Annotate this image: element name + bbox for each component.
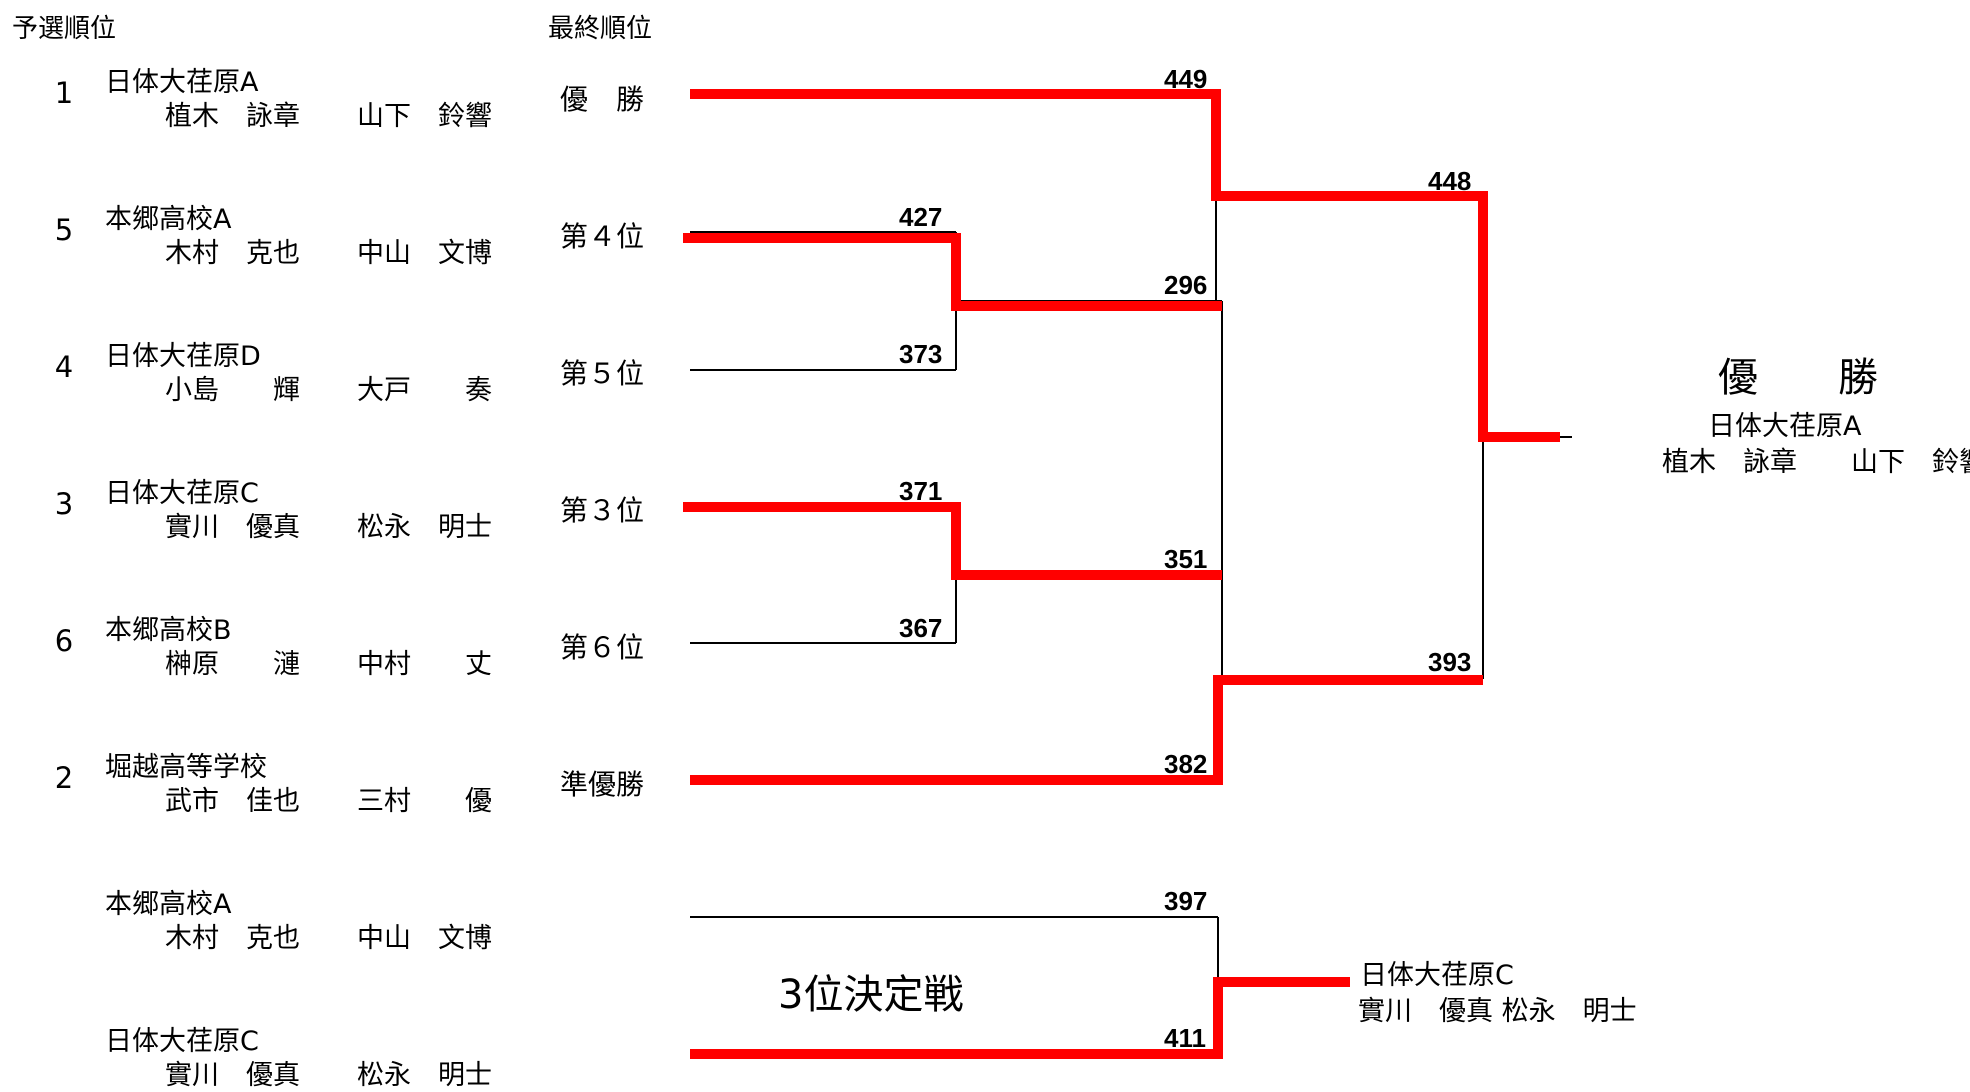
seed-number: 6 <box>54 624 74 658</box>
third-place-team-player-2: 松永 明士 <box>357 1060 492 1091</box>
third-place-team-player-1: 木村 克也 <box>165 923 300 954</box>
third-place-team-player-1: 實川 優真 <box>165 1060 300 1091</box>
champion-title: 優 勝 <box>1718 355 1878 401</box>
prelim-rank-header: 予選順位 <box>12 14 117 44</box>
score-label: 411 <box>1164 1023 1206 1053</box>
third-place-winner-players: 實川 優真 松永 明士 <box>1358 996 1637 1027</box>
champion-players: 植木 詠章 山下 鈴響 <box>1662 447 1970 478</box>
seed-number: 2 <box>54 761 74 795</box>
third-place-team-school: 日体大荏原C <box>105 1026 259 1057</box>
seed-number: 5 <box>54 213 74 247</box>
score-label: 296 <box>1164 270 1208 300</box>
champion-school: 日体大荏原A <box>1708 411 1862 442</box>
team-school: 日体大荏原C <box>105 478 259 509</box>
team-player-1: 實川 優真 <box>165 512 300 543</box>
final-rank-label: 第３位 <box>560 494 645 527</box>
team-school: 本郷高校A <box>105 204 232 235</box>
score-label: 449 <box>1164 64 1208 94</box>
final-rank-label: 第５位 <box>560 357 645 390</box>
final-rank-label: 第４位 <box>560 220 645 253</box>
seed-number: 1 <box>54 76 74 110</box>
score-label: 393 <box>1428 647 1472 677</box>
third-place-title: 3位決定戦 <box>778 972 964 1018</box>
team-player-2: 中村 丈 <box>357 649 492 680</box>
seed-number: 4 <box>54 350 74 384</box>
final-rank-label: 第６位 <box>560 631 645 664</box>
seed-number: 3 <box>54 487 74 521</box>
team-player-1: 小島 輝 <box>165 375 300 406</box>
score-label: 373 <box>899 339 943 369</box>
score-label: 367 <box>899 613 943 643</box>
score-label: 351 <box>1164 544 1208 574</box>
team-player-2: 松永 明士 <box>357 512 492 543</box>
team-player-1: 植木 詠章 <box>165 101 300 132</box>
team-player-2: 山下 鈴響 <box>357 101 492 132</box>
final-rank-label: 優 勝 <box>560 83 645 116</box>
final-rank-header: 最終順位 <box>548 14 653 44</box>
team-school: 堀越高等学校 <box>105 752 267 783</box>
team-player-1: 木村 克也 <box>165 238 300 269</box>
team-school: 日体大荏原D <box>105 341 261 372</box>
final-rank-label: 準優勝 <box>560 768 645 801</box>
score-label: 371 <box>899 476 943 506</box>
team-school: 日体大荏原A <box>105 67 259 98</box>
team-player-1: 榊原 漣 <box>165 649 300 680</box>
team-player-2: 大戸 奏 <box>357 375 492 406</box>
score-label: 382 <box>1164 749 1208 779</box>
team-school: 本郷高校B <box>105 615 232 646</box>
third-place-team-school: 本郷高校A <box>105 889 232 920</box>
third-place-winner-school: 日体大荏原C <box>1360 960 1514 991</box>
score-label: 397 <box>1164 886 1208 916</box>
score-label: 427 <box>899 202 943 232</box>
team-player-2: 三村 優 <box>357 786 492 817</box>
third-place-team-player-2: 中山 文博 <box>357 923 492 954</box>
team-player-2: 中山 文博 <box>357 238 492 269</box>
score-label: 448 <box>1428 166 1472 196</box>
team-player-1: 武市 佳也 <box>165 786 300 817</box>
bracket-win-lines <box>683 89 1560 1059</box>
